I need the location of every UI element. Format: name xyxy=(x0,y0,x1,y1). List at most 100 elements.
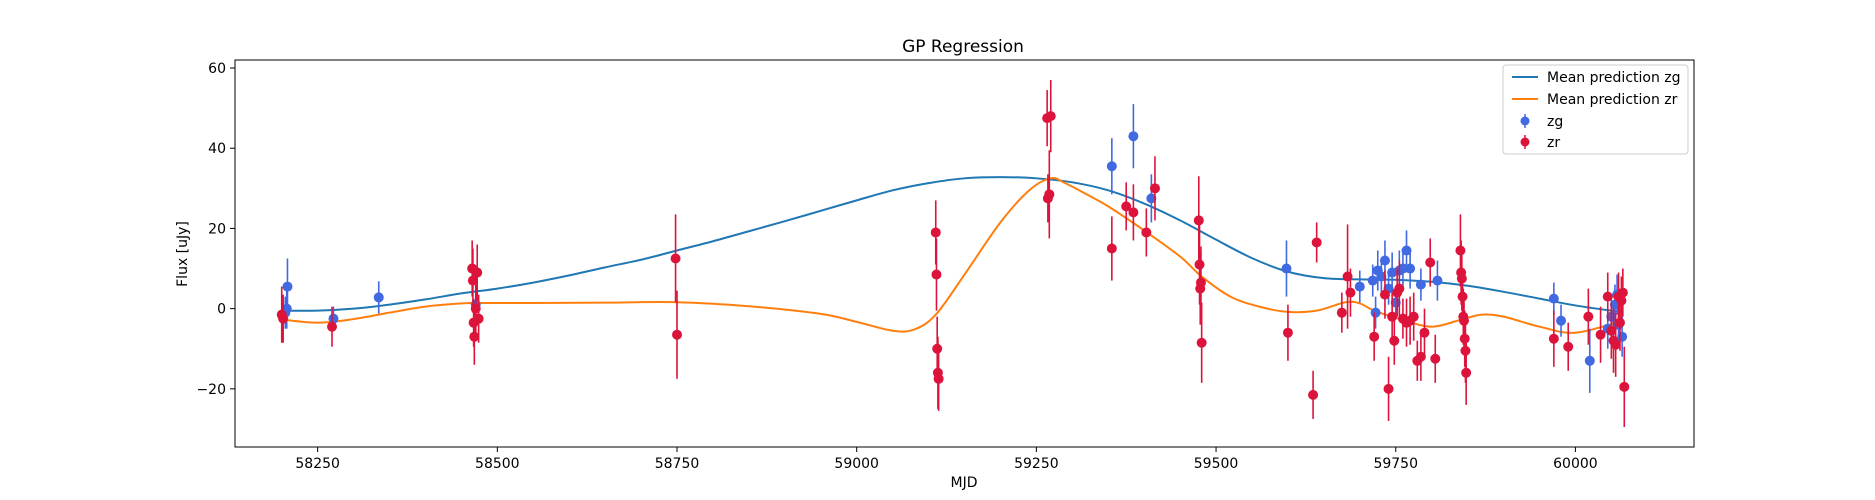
zr-data-point xyxy=(467,275,478,286)
x-tick-label: 59500 xyxy=(1194,456,1239,472)
zr-data-point xyxy=(1196,337,1207,348)
zg-data-point xyxy=(1548,293,1559,304)
zr-data-point xyxy=(1619,381,1630,392)
zr-data-point xyxy=(1128,207,1139,218)
zg-data-point xyxy=(1106,161,1117,172)
zr-data-point xyxy=(473,313,484,324)
zr-data-point xyxy=(1610,339,1621,350)
legend-marker-zg xyxy=(1520,116,1530,126)
zr-data-point xyxy=(931,269,942,280)
zg-data-point xyxy=(1379,255,1390,266)
zr-data-point xyxy=(1394,283,1405,294)
zr-data-point xyxy=(1044,189,1055,200)
zg-data-point xyxy=(1128,131,1139,142)
zr-data-point xyxy=(1345,287,1356,298)
zr-data-point xyxy=(327,321,338,332)
zr-data-point xyxy=(1408,311,1419,322)
legend: Mean prediction zg Mean prediction zr zg… xyxy=(1502,64,1689,155)
zr-data-point xyxy=(472,267,483,278)
x-axis-ticks: 58250 58500 58750 59000 59250 59500 59750 60000 xyxy=(295,447,1598,472)
zg-data-point xyxy=(1281,263,1292,274)
zg-data-point xyxy=(1432,275,1443,286)
zr-data-point xyxy=(278,313,289,324)
zg-data-point xyxy=(373,292,384,303)
x-tick-label: 58500 xyxy=(475,456,520,472)
zr-data-point xyxy=(1617,287,1628,298)
chart-title: GP Regression xyxy=(902,37,1024,57)
zr-data-point xyxy=(930,227,941,238)
x-tick-label: 58250 xyxy=(295,456,340,472)
zr-data-point xyxy=(1121,201,1132,212)
x-axis-title: MJD xyxy=(951,475,978,491)
zr-data-point xyxy=(1425,257,1436,268)
zg-data-point xyxy=(1401,245,1412,256)
legend-label-line-zr: Mean prediction zr xyxy=(1547,92,1678,108)
legend-label-line-zg: Mean prediction zg xyxy=(1547,70,1681,86)
legend-label-zg: zg xyxy=(1547,114,1563,130)
zr-data-point xyxy=(1106,243,1117,254)
x-tick-label: 60000 xyxy=(1553,456,1598,472)
zr-data-point xyxy=(1383,383,1394,394)
zr-data-point xyxy=(1308,389,1319,400)
legend-box xyxy=(1502,64,1689,155)
x-tick-label: 59750 xyxy=(1373,456,1418,472)
zg-data-point xyxy=(1370,307,1381,318)
zg-data-point xyxy=(1405,263,1416,274)
zr-data-point xyxy=(1311,237,1322,248)
zr-data-point xyxy=(1606,325,1617,336)
zr-data-point xyxy=(1045,111,1056,122)
zr-data-point xyxy=(1415,351,1426,362)
zg-data-point xyxy=(328,313,339,324)
zr-data-point xyxy=(1389,335,1400,346)
zr-data-point xyxy=(1595,329,1606,340)
y-axis-ticks: −20 0 20 40 60 xyxy=(196,61,235,398)
zr-data-point xyxy=(1602,291,1613,302)
legend-label-zr: zr xyxy=(1547,135,1560,151)
zr-data-point xyxy=(1149,183,1160,194)
y-tick-label: 40 xyxy=(208,141,226,157)
zg-data-point xyxy=(1415,279,1426,290)
zg-data-point xyxy=(1376,271,1387,282)
zr-data-point xyxy=(1419,327,1430,338)
x-tick-label: 59000 xyxy=(834,456,879,472)
zr-data-point xyxy=(1548,333,1559,344)
plot-frame xyxy=(234,59,1695,448)
observation-points xyxy=(276,80,1630,427)
y-tick-label: 0 xyxy=(217,302,226,318)
zr-data-point xyxy=(1583,311,1594,322)
zr-data-point xyxy=(1614,317,1625,328)
zg-data-point xyxy=(1584,355,1595,366)
x-tick-label: 59250 xyxy=(1014,456,1059,472)
legend-marker-zr xyxy=(1520,137,1530,147)
zg-data-point xyxy=(1397,263,1408,274)
x-tick-label: 58750 xyxy=(655,456,700,472)
zr-data-point xyxy=(1616,295,1627,306)
zr-data-point xyxy=(1430,353,1441,364)
zr-data-point xyxy=(1141,227,1152,238)
zg-data-point xyxy=(282,281,293,292)
zr-data-point xyxy=(670,253,681,264)
zr-data-point xyxy=(672,329,683,340)
zr-data-point xyxy=(1563,341,1574,352)
zg-data-point xyxy=(1146,193,1157,204)
zg-data-point xyxy=(1556,315,1567,326)
zr-data-point xyxy=(1193,215,1204,226)
zr-data-point xyxy=(1461,367,1472,378)
zg-data-point xyxy=(1390,297,1401,308)
zr-data-point xyxy=(1282,327,1293,338)
y-axis-title: Flux [uJy] xyxy=(175,221,191,287)
y-tick-label: −20 xyxy=(196,382,226,398)
zr-data-point xyxy=(1369,331,1380,342)
zr-data-point xyxy=(1195,277,1206,288)
zg-data-point xyxy=(1367,275,1378,286)
y-tick-label: 20 xyxy=(208,221,226,237)
zr-data-point xyxy=(1336,307,1347,318)
y-tick-label: 60 xyxy=(208,61,226,77)
zr-data-point xyxy=(1379,289,1390,300)
zg-data-point xyxy=(1354,281,1365,292)
zg-data-point xyxy=(1617,331,1628,342)
zr-data-point xyxy=(469,331,480,342)
zr-data-point xyxy=(933,373,944,384)
zr-data-point xyxy=(1387,311,1398,322)
